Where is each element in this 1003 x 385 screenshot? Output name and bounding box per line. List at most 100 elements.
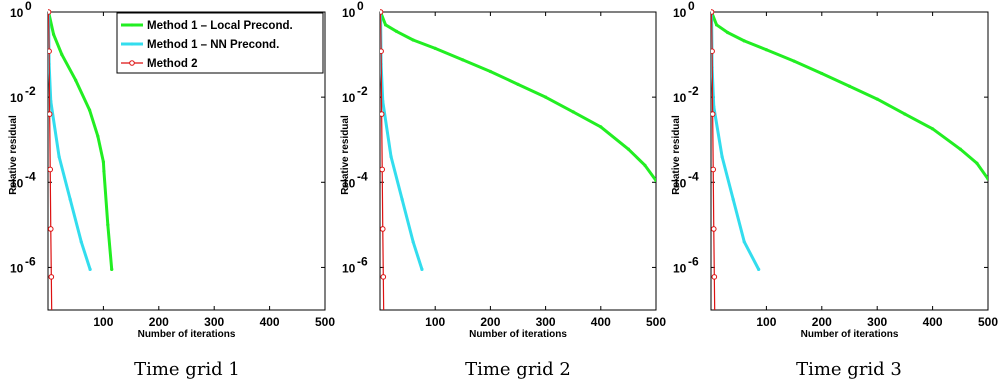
x-tick-label: 400: [260, 315, 280, 329]
data-point: [50, 325, 55, 330]
y-tick-label: 10 -6: [342, 254, 368, 275]
data-point: [74, 78, 78, 82]
data-point: [400, 197, 404, 201]
y-tick-base: 10: [673, 176, 687, 190]
x-tick-label: 100: [425, 315, 445, 329]
data-point: [931, 127, 935, 131]
x-axis-label: Number of iterations: [801, 329, 899, 340]
legend-entry-1: Method 1 – Local Precond.: [121, 20, 293, 32]
data-point: [380, 9, 384, 15]
series-1: [48, 10, 114, 271]
y-tick-base: 10: [10, 261, 24, 275]
data-point: [48, 111, 53, 117]
y-axis-label: Relative residual: [671, 115, 682, 195]
y-tick-label: 10 -4: [673, 169, 699, 190]
y-tick-label: 10 -6: [673, 254, 699, 275]
data-point: [726, 30, 730, 35]
data-point: [48, 9, 52, 15]
y-tick-base: 10: [342, 91, 356, 105]
data-point: [711, 48, 715, 54]
data-point: [48, 226, 54, 232]
data-point: [958, 147, 962, 151]
x-tick-label: 500: [315, 315, 335, 329]
y-tick-label: 10 0: [673, 0, 695, 20]
data-point: [571, 110, 575, 114]
panel-caption: Time grid 3: [796, 359, 902, 380]
y-tick-base: 10: [342, 6, 356, 20]
y-tick-exponent: -6: [688, 254, 699, 268]
data-point: [48, 48, 52, 54]
data-point: [626, 147, 631, 151]
data-point: [411, 38, 415, 42]
data-point: [380, 226, 386, 232]
data-point: [48, 166, 54, 173]
data-point: [875, 97, 879, 101]
legend-box: [116, 12, 324, 74]
y-tick-base: 10: [10, 176, 24, 190]
series-3: [380, 9, 387, 330]
panel-caption: Time grid 2: [465, 359, 571, 380]
x-tick-label: 500: [978, 315, 998, 329]
series-line: [48, 10, 114, 271]
data-point: [380, 48, 384, 54]
data-point: [643, 163, 647, 167]
data-point: [110, 267, 114, 271]
data-point: [411, 240, 415, 244]
data-point: [903, 112, 907, 116]
data-point: [51, 32, 56, 36]
plot-frame: [379, 11, 657, 311]
data-point: [711, 166, 717, 173]
data-point: [382, 325, 387, 330]
data-point: [420, 267, 424, 271]
series-line: [380, 10, 656, 183]
data-point: [383, 23, 388, 27]
legend-label: Method 1 – Local Precond.: [147, 20, 293, 32]
y-tick-label: 10 -2: [673, 84, 699, 105]
y-axis-label: Relative residual: [340, 115, 351, 195]
y-tick-exponent: 0: [357, 0, 364, 13]
data-point: [380, 274, 387, 280]
y-axis-label: Relative residual: [8, 115, 19, 195]
data-point: [79, 240, 83, 244]
y-tick-exponent: -6: [357, 254, 368, 268]
x-tick-label: 300: [204, 315, 224, 329]
y-tick-base: 10: [342, 176, 356, 190]
data-point: [720, 155, 724, 159]
data-point: [394, 29, 399, 34]
x-tick-label: 500: [646, 315, 666, 329]
y-tick-exponent: 0: [25, 0, 32, 13]
y-tick-base: 10: [342, 261, 356, 275]
y-tick-label: 10 0: [10, 0, 32, 20]
y-tick-base: 10: [10, 6, 24, 20]
x-tick-label: 400: [923, 315, 943, 329]
data-point: [488, 69, 492, 74]
y-tick-exponent: -4: [357, 169, 368, 183]
series-1: [380, 10, 656, 183]
data-point: [757, 267, 761, 271]
data-point: [88, 267, 92, 271]
data-point: [87, 108, 92, 112]
data-point: [380, 111, 385, 117]
plot-frame: [710, 11, 989, 311]
data-point: [820, 71, 824, 76]
data-point: [106, 223, 110, 227]
legend-entry-2: Method 1 – NN Precond.: [121, 39, 279, 51]
x-tick-label: 400: [591, 315, 611, 329]
series-3: [711, 9, 718, 310]
data-point: [68, 197, 72, 201]
data-point: [389, 155, 393, 159]
legend-marker: [130, 42, 134, 46]
data-point: [847, 84, 852, 88]
y-tick-exponent: -4: [25, 169, 36, 183]
data-point: [380, 166, 386, 173]
legend-marker: [129, 60, 135, 66]
data-point: [57, 155, 61, 159]
y-tick-exponent: -2: [688, 84, 699, 98]
y-tick-base: 10: [10, 91, 24, 105]
data-point: [742, 39, 746, 43]
y-tick-exponent: -2: [357, 84, 368, 98]
